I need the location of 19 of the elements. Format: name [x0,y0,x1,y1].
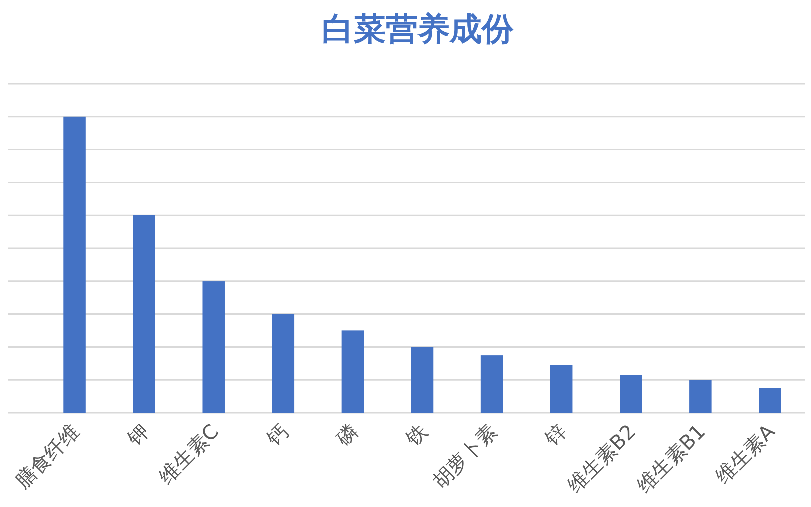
x-tick-label: 钙 [261,420,293,452]
bar [620,375,642,413]
bar [690,380,712,413]
bar [202,282,225,413]
bar [342,330,364,413]
x-tick-label: 维生素A [710,419,780,489]
bar [550,365,573,413]
bar [759,388,782,413]
x-tick-label: 锌 [539,420,572,452]
chart-title: 白菜营养成份 [322,10,515,48]
bar [480,356,504,413]
x-tick-label: 磷 [330,420,362,452]
bar [133,216,156,413]
bar [64,116,86,413]
x-tick-label: 钾 [122,420,154,452]
bar [272,314,295,413]
x-tick-label: 维生素C [154,420,224,489]
x-tick-label: 膳食纤维 [10,420,84,494]
bar [411,347,434,413]
